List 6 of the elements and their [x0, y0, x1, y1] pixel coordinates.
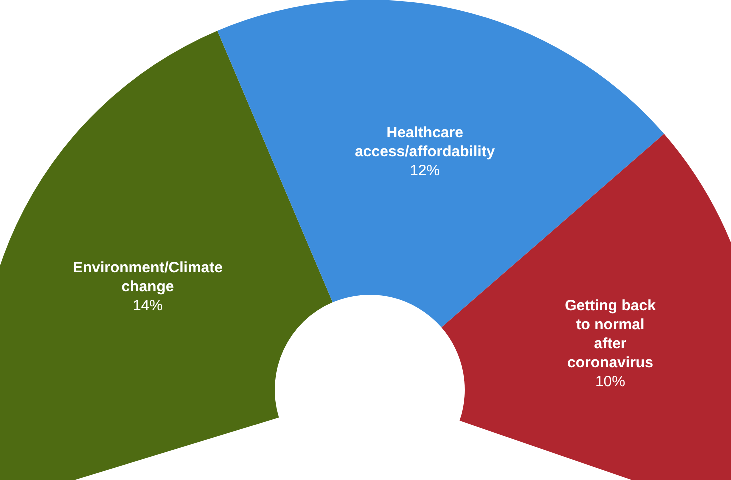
slice-label: Getting back to normal after coronavirus [565, 296, 657, 371]
slice-label: Healthcare access/affordability [355, 124, 496, 160]
slice-label: Environment/Climate change [72, 258, 223, 295]
data-label: 10% [595, 372, 626, 390]
data-label: 12% [410, 162, 440, 179]
data-label: 14% [132, 296, 163, 314]
